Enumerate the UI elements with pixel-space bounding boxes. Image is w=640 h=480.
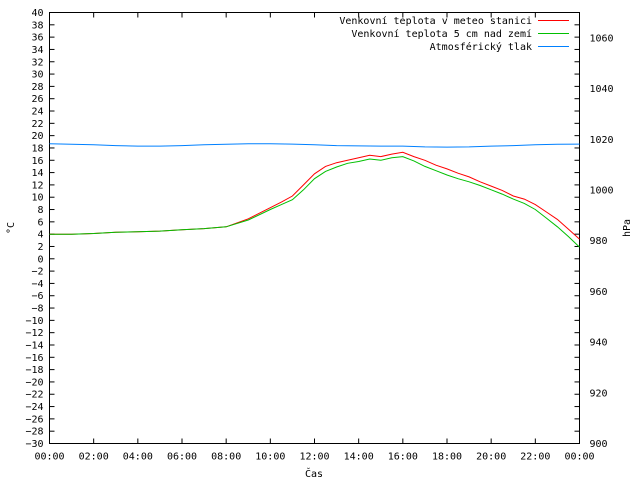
x-axis-title: Čas <box>305 467 323 480</box>
y-tick-label: 4 <box>37 230 43 241</box>
y-tick-label: 18 <box>31 143 43 154</box>
y-tick-label: 14 <box>31 168 43 179</box>
y-tick-label: 36 <box>31 33 43 44</box>
y-tick-label: 22 <box>31 119 43 130</box>
y2-tick-label: 960 <box>590 287 608 298</box>
y-tick-label: 20 <box>31 131 43 142</box>
y-tick-label: 6 <box>37 217 43 228</box>
x-tick-label: 00:00 <box>34 452 64 463</box>
y-tick-label: −26 <box>25 414 43 425</box>
y-tick-label: 26 <box>31 94 43 105</box>
x-tick-label: 10:00 <box>255 452 285 463</box>
x-tick-label: 04:00 <box>123 452 153 463</box>
y-tick-label: −10 <box>25 316 43 327</box>
y-tick-label: −24 <box>25 402 43 413</box>
y-tick-label: 40 <box>31 8 43 19</box>
y-tick-label: 34 <box>31 45 43 56</box>
tick-labels: −30−28−26−24−22−20−18−16−14−12−10−8−6−4−… <box>25 8 613 463</box>
y-tick-label: 0 <box>37 254 43 265</box>
x-tick-label: 06:00 <box>167 452 197 463</box>
y2-tick-label: 1040 <box>590 84 614 95</box>
y2-tick-label: 980 <box>590 236 608 247</box>
x-tick-label: 18:00 <box>432 452 462 463</box>
y2-tick-label: 940 <box>590 338 608 349</box>
x-tick-label: 16:00 <box>388 452 418 463</box>
y-tick-label: −20 <box>25 377 43 388</box>
y2-tick-label: 1020 <box>590 135 614 146</box>
y-tick-label: −2 <box>31 267 43 278</box>
y2-axis-title: hPa <box>622 219 633 237</box>
legend-label: Venkovní teplota 5 cm nad zemí <box>351 28 532 40</box>
legend-label: Venkovní teplota v meteo stanici <box>339 15 532 27</box>
y-tick-label: 30 <box>31 70 43 81</box>
y-tick-label: −6 <box>31 291 43 302</box>
y-tick-label: 10 <box>31 193 43 204</box>
y-tick-label: 12 <box>31 180 43 191</box>
y-tick-label: 2 <box>37 242 43 253</box>
x-tick-label: 00:00 <box>564 452 594 463</box>
legend-label: Atmosférický tlak <box>430 41 532 53</box>
plot-frame <box>49 12 580 444</box>
y2-tick-label: 900 <box>590 439 608 450</box>
y-tick-label: −22 <box>25 390 43 401</box>
x-tick-label: 02:00 <box>79 452 109 463</box>
y-tick-label: −14 <box>25 340 43 351</box>
tick-marks <box>49 12 580 444</box>
y2-tick-label: 920 <box>590 388 608 399</box>
x-tick-label: 14:00 <box>344 452 374 463</box>
x-tick-label: 12:00 <box>299 452 329 463</box>
y-tick-label: −8 <box>31 304 43 315</box>
y-tick-label: 24 <box>31 107 43 118</box>
y-tick-label: 8 <box>37 205 43 216</box>
y-tick-label: 38 <box>31 20 43 31</box>
legend: Venkovní teplota v meteo staniciVenkovní… <box>339 15 569 53</box>
series-layer <box>49 143 580 248</box>
x-tick-label: 22:00 <box>520 452 550 463</box>
y2-tick-label: 1060 <box>590 33 614 44</box>
series-line-3 <box>49 143 580 148</box>
y2-tick-label: 1000 <box>590 185 614 196</box>
y-tick-label: 28 <box>31 82 43 93</box>
y-tick-label: −4 <box>31 279 43 290</box>
series-line-1 <box>49 151 580 240</box>
y-tick-label: 32 <box>31 57 43 68</box>
y-tick-label: −12 <box>25 328 43 339</box>
y-tick-label: 16 <box>31 156 43 167</box>
series-line-2 <box>49 156 580 248</box>
y-tick-label: −28 <box>25 427 43 438</box>
x-tick-label: 20:00 <box>476 452 506 463</box>
x-tick-label: 08:00 <box>211 452 241 463</box>
y-axis-title: °C <box>6 222 17 234</box>
y-tick-label: −16 <box>25 353 43 364</box>
y-tick-label: −18 <box>25 365 43 376</box>
y-tick-label: −30 <box>25 439 43 450</box>
